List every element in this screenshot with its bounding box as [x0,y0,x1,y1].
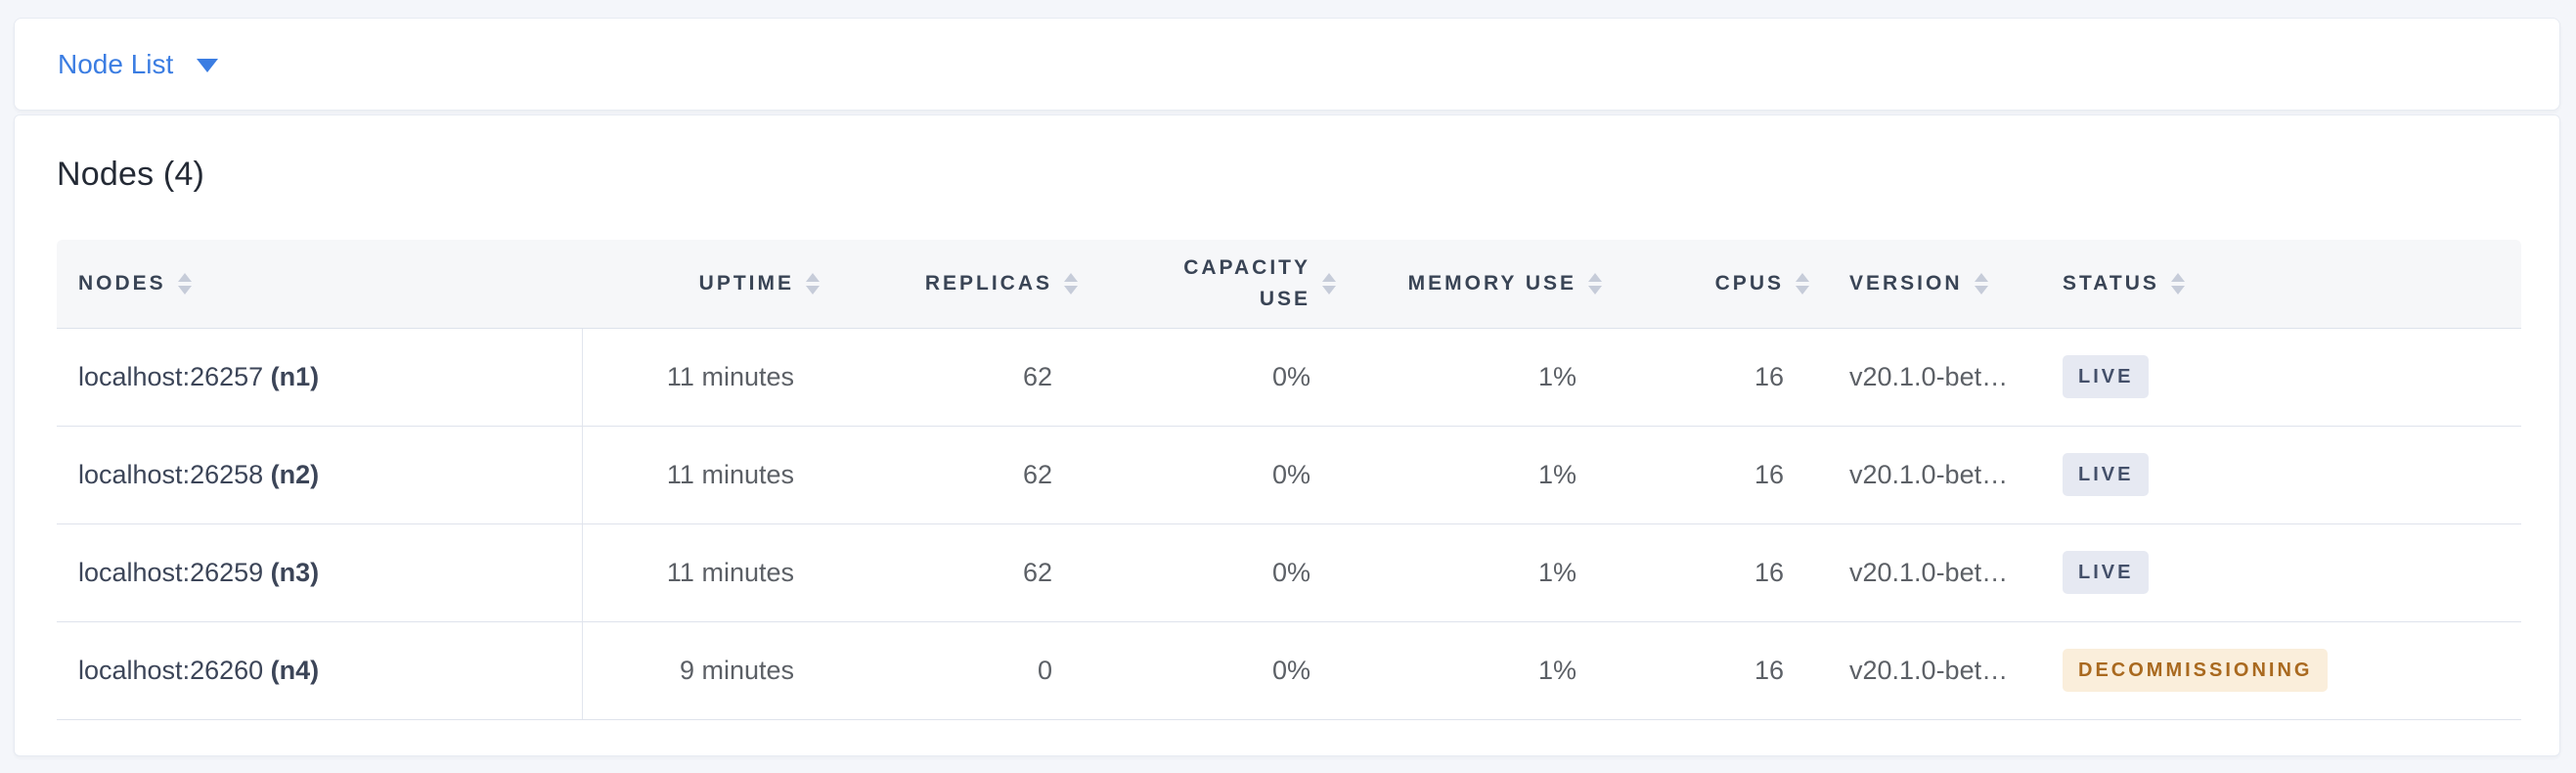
memory-use-cell: 1% [1339,523,1605,622]
memory-use-cell: 1% [1339,426,1605,524]
cpus-cell: 16 [1605,523,1812,622]
node-address-cell: localhost:26260 (n4) [57,621,583,720]
memory-use-cell: 1% [1339,328,1605,427]
column-header-label: CPUS [1714,272,1784,296]
node-list-dropdown[interactable]: Node List [58,48,219,79]
column-header-memory-use[interactable]: MEMORY USE [1339,239,1605,329]
capacity-use-cell: 0% [1081,328,1339,427]
table-row: localhost:26260 (n4) 9 minutes 0 0% 1% 1… [57,621,2521,720]
replicas-cell: 62 [822,523,1081,622]
column-header-label: NODES [78,272,166,296]
node-id: (n2) [270,459,320,489]
memory-use-cell: 1% [1339,621,1605,720]
node-id: (n1) [270,361,320,391]
sort-icon [2168,272,2188,295]
column-header-label: STATUS [2063,272,2159,296]
replicas-cell: 62 [822,328,1081,427]
node-id: (n3) [270,557,320,587]
version-cell: v20.1.0-bet… [1812,621,2037,720]
uptime-cell: 11 minutes [582,426,822,524]
capacity-use-cell: 0% [1081,523,1339,622]
sort-icon [1793,272,1812,295]
node-list-table: NODES UPTIME REPLICAS [57,239,2521,720]
page-title: Nodes (4) [57,156,205,193]
node-address-cell: localhost:26257 (n1) [57,328,583,427]
table-row: localhost:26259 (n3) 11 minutes 62 0% 1%… [57,523,2521,622]
status-badge: LIVE [2063,355,2150,399]
capacity-use-cell: 0% [1081,621,1339,720]
table-header-row: NODES UPTIME REPLICAS [57,239,2521,329]
chevron-down-icon [197,59,219,72]
status-badge: DECOMMISSIONING [2063,649,2329,693]
node-id: (n4) [270,655,320,685]
replicas-cell: 62 [822,426,1081,524]
status-cell: LIVE [2037,426,2521,524]
column-header-nodes[interactable]: NODES [57,239,582,329]
column-header-label: UPTIME [698,272,794,296]
node-address: localhost:26257 [78,361,264,391]
node-list-dropdown-label: Node List [58,48,174,79]
sort-icon [1585,272,1605,295]
sort-icon [1319,272,1339,295]
node-address-cell: localhost:26259 (n3) [57,523,583,622]
column-header-label: MEMORY USE [1407,272,1577,296]
status-cell: LIVE [2037,328,2521,427]
column-header-cpus[interactable]: CPUS [1605,239,1812,329]
uptime-cell: 9 minutes [582,621,822,720]
node-address: localhost:26259 [78,557,264,587]
sort-icon [175,272,195,295]
node-address-cell: localhost:26258 (n2) [57,426,583,524]
node-address: localhost:26260 [78,655,264,685]
version-cell: v20.1.0-bet… [1812,523,2037,622]
column-header-uptime[interactable]: UPTIME [582,239,822,329]
sort-icon [803,272,822,295]
version-cell: v20.1.0-bet… [1812,426,2037,524]
column-header-replicas[interactable]: REPLICAS [822,239,1081,329]
column-header-status[interactable]: STATUS [2037,239,2521,329]
status-cell: DECOMMISSIONING [2037,621,2521,720]
column-header-version[interactable]: VERSION [1812,239,2037,329]
replicas-cell: 0 [822,621,1081,720]
cpus-cell: 16 [1605,621,1812,720]
sort-icon [1061,272,1081,295]
version-cell: v20.1.0-bet… [1812,328,2037,427]
status-badge: LIVE [2063,551,2150,595]
cpus-cell: 16 [1605,426,1812,524]
capacity-use-cell: 0% [1081,426,1339,524]
column-header-label: CAPACITY USE [1183,256,1310,310]
column-header-label: REPLICAS [924,272,1052,296]
status-cell: LIVE [2037,523,2521,622]
node-address: localhost:26258 [78,459,264,489]
column-header-label: VERSION [1849,272,1963,296]
cpus-cell: 16 [1605,328,1812,427]
sort-icon [1972,272,1991,295]
column-header-capacity-use[interactable]: CAPACITY USE [1081,239,1339,329]
nodes-panel: Nodes (4) NODES UPTIME [14,114,2560,756]
view-selector-bar: Node List [14,18,2560,111]
uptime-cell: 11 minutes [582,328,822,427]
table-row: localhost:26257 (n1) 11 minutes 62 0% 1%… [57,328,2521,427]
uptime-cell: 11 minutes [582,523,822,622]
status-badge: LIVE [2063,453,2150,497]
table-row: localhost:26258 (n2) 11 minutes 62 0% 1%… [57,426,2521,524]
